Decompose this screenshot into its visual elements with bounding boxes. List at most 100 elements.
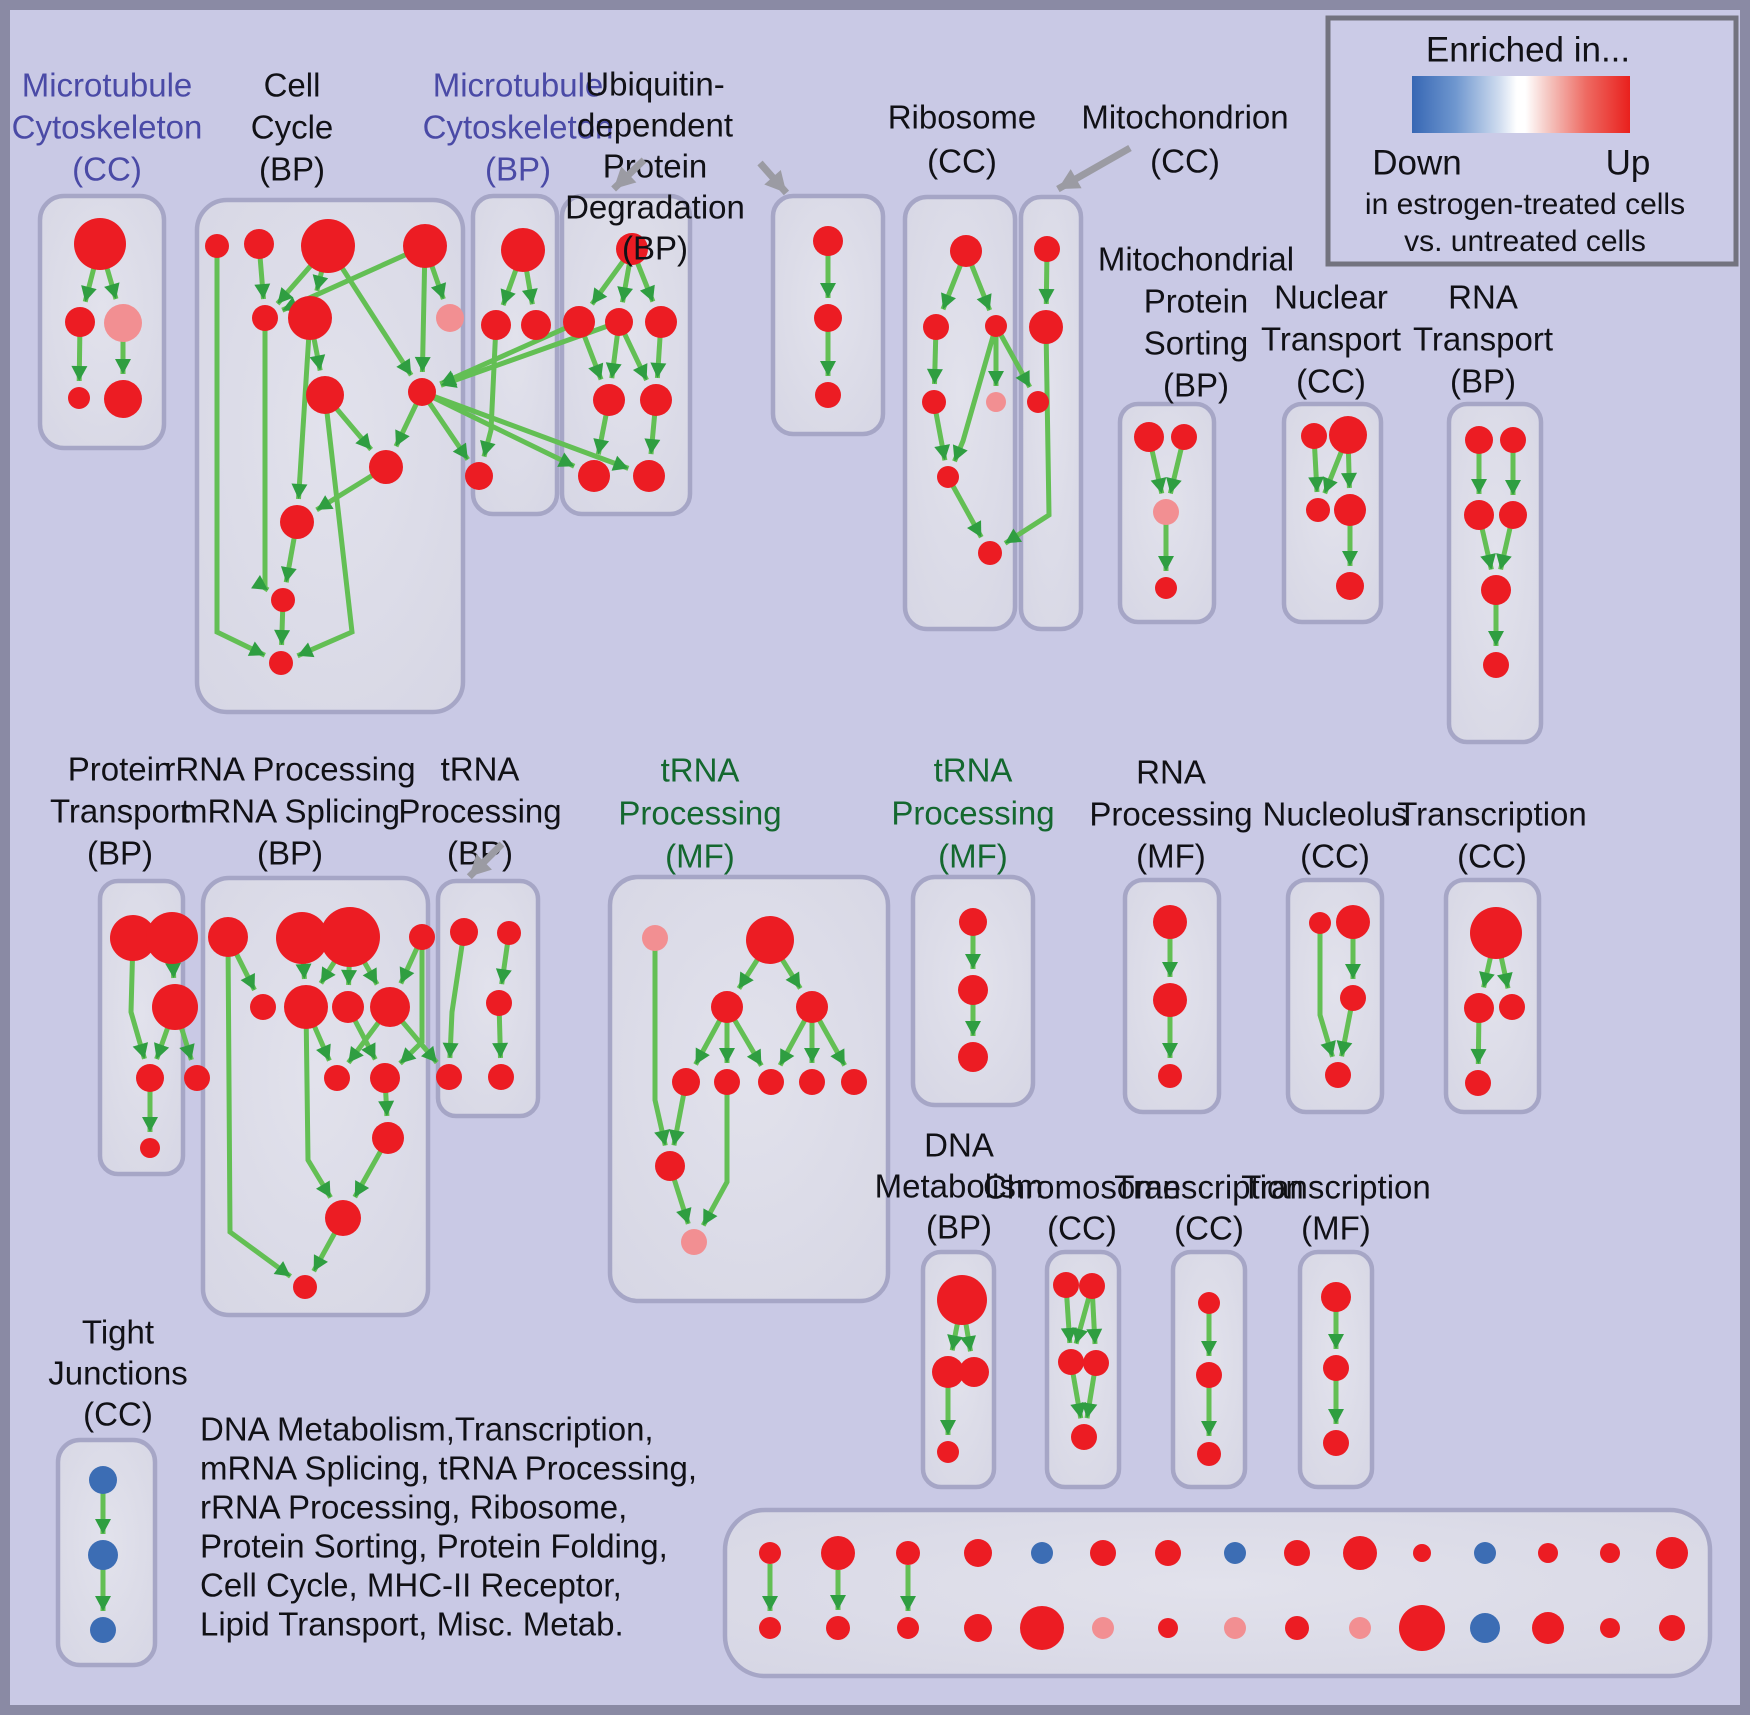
cluster-label-trna-processing-mf-large: (MF) — [665, 838, 735, 875]
go-node-red — [1155, 1540, 1181, 1566]
go-node-red — [578, 460, 610, 492]
label-pointer-arrow — [757, 160, 790, 196]
legend-up-label: Up — [1606, 143, 1651, 182]
go-node-red — [1197, 1442, 1221, 1466]
cluster-label-microtubule-bp: Microtubule — [433, 67, 604, 104]
go-node-red — [280, 505, 314, 539]
cluster-box-rna-transport — [1446, 401, 1544, 745]
go-node-red — [1285, 1616, 1309, 1640]
go-node-red — [1483, 652, 1509, 678]
cluster-box-misc — [722, 1507, 1713, 1679]
cluster-label-microtubule-cc: Cytoskeleton — [12, 109, 203, 146]
go-node-red — [252, 305, 278, 331]
go-node-red — [403, 224, 447, 268]
cluster-label-mitochondrion: Mitochondrion — [1081, 99, 1288, 136]
go-node-red — [1464, 500, 1494, 530]
cluster-label-trna-processing-bp: Processing — [398, 793, 561, 830]
go-node-pink — [1153, 499, 1179, 525]
go-node-pink — [104, 304, 142, 342]
edge-arrow — [1003, 326, 1052, 546]
go-node-red — [488, 1064, 514, 1090]
go-node-red — [937, 1441, 959, 1463]
cluster-label-nuclear-transport: Transport — [1261, 321, 1401, 358]
go-node-red — [1470, 907, 1522, 959]
go-node-red — [1027, 391, 1049, 413]
go-node-red — [481, 310, 511, 340]
go-node-red — [1153, 905, 1187, 939]
go-node-red — [293, 1275, 317, 1299]
edge-arrow — [421, 389, 630, 471]
go-node-red — [1499, 501, 1527, 529]
go-node-red — [1171, 424, 1197, 450]
go-node-red — [1343, 1536, 1377, 1570]
cluster-label-mitochondrial-protein-sorting: (BP) — [1163, 367, 1229, 404]
go-node-red — [205, 234, 229, 258]
edge-arrow — [251, 318, 270, 593]
go-node-red — [306, 376, 344, 414]
cluster-label-transcription-cc-bottom: Transcription — [1114, 1169, 1304, 1206]
go-node-red — [672, 1068, 700, 1096]
go-node-red — [1600, 1618, 1620, 1638]
misc-categories-text: mRNA Splicing, tRNA Processing, — [200, 1450, 697, 1487]
edge-arrow — [945, 475, 984, 539]
go-node-red — [1029, 310, 1063, 344]
edge-arrow — [439, 319, 581, 387]
go-node-red — [140, 1138, 160, 1158]
cluster-label-ubiquitin-degradation: (BP) — [622, 230, 688, 267]
legend-box — [1325, 15, 1739, 267]
cluster-label-rna-processing-mf: RNA — [1136, 754, 1206, 791]
label-pointer-arrow — [1056, 144, 1132, 193]
edge-arrow — [652, 938, 670, 1147]
cluster-label-ribosome: (CC) — [927, 143, 997, 180]
go-node-red — [923, 314, 949, 340]
go-node-red — [370, 987, 410, 1027]
cluster-label-microtubule-bp: (BP) — [485, 151, 551, 188]
cluster-label-transcription-cc-bottom: (CC) — [1174, 1210, 1244, 1247]
go-node-red — [759, 1542, 781, 1564]
edge-arrow — [442, 931, 467, 1059]
cluster-label-mitochondrial-protein-sorting: Mitochondrial — [1098, 241, 1294, 278]
go-node-red — [276, 912, 328, 964]
cluster-box-chromosome — [1044, 1249, 1122, 1490]
go-node-red — [1659, 1615, 1685, 1641]
go-node-red — [184, 1065, 210, 1091]
go-node-pink — [1349, 1617, 1371, 1639]
go-node-red — [1309, 912, 1331, 934]
cluster-label-trna-processing-mf-small: (MF) — [938, 838, 1008, 875]
go-node-red — [1325, 1062, 1351, 1088]
go-node-pink — [986, 392, 1006, 412]
go-node-blue — [88, 1540, 118, 1570]
cluster-label-ubiquitin-degradation: Protein — [603, 148, 708, 185]
legend-down-label: Down — [1372, 143, 1461, 182]
go-node-red — [104, 380, 142, 418]
cluster-label-nucleolus: Nucleolus — [1263, 796, 1408, 833]
edge-arrow — [1317, 923, 1336, 1058]
cluster-label-cell-cycle: Cell — [264, 67, 321, 104]
go-node-red — [896, 1541, 920, 1565]
go-node-red — [284, 985, 328, 1029]
cluster-label-protein-transport: Transport — [50, 793, 190, 830]
go-node-red — [1336, 572, 1364, 600]
cluster-label-tight-junctions: (CC) — [83, 1396, 153, 1433]
go-node-red — [68, 387, 90, 409]
edge-arrow — [701, 1082, 730, 1227]
go-node-red — [841, 1069, 867, 1095]
go-node-red — [1464, 993, 1494, 1023]
go-node-red — [332, 991, 364, 1023]
misc-categories-text: Protein Sorting, Protein Folding, — [200, 1528, 668, 1565]
go-node-red — [1058, 1349, 1084, 1375]
go-node-red — [1656, 1537, 1688, 1569]
go-node-red — [501, 228, 545, 272]
go-node-red — [372, 1122, 404, 1154]
cluster-label-microtubule-bp: Cytoskeleton — [423, 109, 614, 146]
misc-categories-text: DNA Metabolism,Transcription, — [200, 1411, 654, 1448]
cluster-label-transcription-cc-mid: Transcription — [1397, 796, 1587, 833]
go-node-red — [1323, 1355, 1349, 1381]
legend-subtitle: in estrogen-treated cells — [1365, 188, 1685, 221]
go-node-red — [605, 308, 633, 336]
go-node-red — [521, 310, 551, 340]
cluster-label-cell-cycle: Cycle — [251, 109, 334, 146]
cluster-box-ubiquitin-degradation — [559, 193, 693, 517]
go-node-red — [1600, 1543, 1620, 1563]
